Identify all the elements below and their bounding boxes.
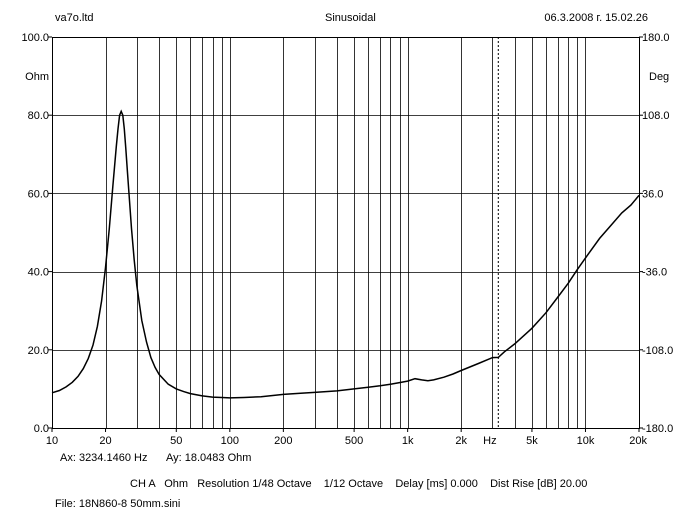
x-tick-label: 100 xyxy=(221,435,239,447)
y2-axis-ticks: 180.0 108.0 36.0 -36.0 -108.0 -180.0 xyxy=(639,32,673,435)
chart-title: Sinusoidal xyxy=(325,12,376,24)
y2-tick-label: -108.0 xyxy=(642,345,673,357)
x-tick-label: 20 xyxy=(99,435,111,447)
y-tick-label: 80.0 xyxy=(28,110,49,122)
header-left-label: va7o.ltd xyxy=(55,12,94,24)
y-tick-label: 20.0 xyxy=(28,345,49,357)
y2-tick-label: 36.0 xyxy=(642,188,663,200)
x-tick-label: 1k xyxy=(402,435,414,447)
y-tick-label: 40.0 xyxy=(28,267,49,279)
x-tick-label: 500 xyxy=(345,435,363,447)
plot-frame xyxy=(52,37,640,429)
y2-tick-label: -36.0 xyxy=(642,267,667,279)
timestamp: 06.3.2008 г. 15.02.26 xyxy=(544,12,648,24)
y2-tick-label: -180.0 xyxy=(642,423,673,435)
file-label: File: 18N860-8 50mm.sini xyxy=(55,498,181,510)
y2-axis-label: Deg xyxy=(649,71,669,83)
x-axis-ticks: 10 20 50 100 200 500 1k 2k 5k 10k 20k xyxy=(46,428,647,447)
x-tick-label: 5k xyxy=(526,435,538,447)
y-tick-label: 100.0 xyxy=(21,32,49,44)
cursor-y-readout: Ay: 18.0483 Ohm xyxy=(166,452,252,464)
y-axis-label: Ohm xyxy=(25,71,49,83)
y-axis-ticks: 100.0 80.0 60.0 40.0 20.0 0.0 xyxy=(21,32,52,435)
impedance-curve xyxy=(51,109,640,399)
x-tick-label: 200 xyxy=(274,435,292,447)
y2-tick-label: 108.0 xyxy=(642,110,670,122)
x-tick-label: 20k xyxy=(629,435,647,447)
settings-line: CH A Ohm Resolution 1/48 Octave 1/12 Oct… xyxy=(130,478,588,490)
y-tick-label: 0.0 xyxy=(34,423,49,435)
x-tick-label: 10k xyxy=(577,435,595,447)
x-axis-label: Hz xyxy=(483,435,496,447)
cursor-x-readout: Ax: 3234.1460 Hz xyxy=(60,452,148,464)
y2-tick-label: 180.0 xyxy=(642,32,670,44)
grid xyxy=(52,37,639,428)
x-tick-label: 50 xyxy=(170,435,182,447)
x-tick-label: 2k xyxy=(455,435,467,447)
x-tick-label: 10 xyxy=(46,435,58,447)
y-tick-label: 60.0 xyxy=(28,188,49,200)
